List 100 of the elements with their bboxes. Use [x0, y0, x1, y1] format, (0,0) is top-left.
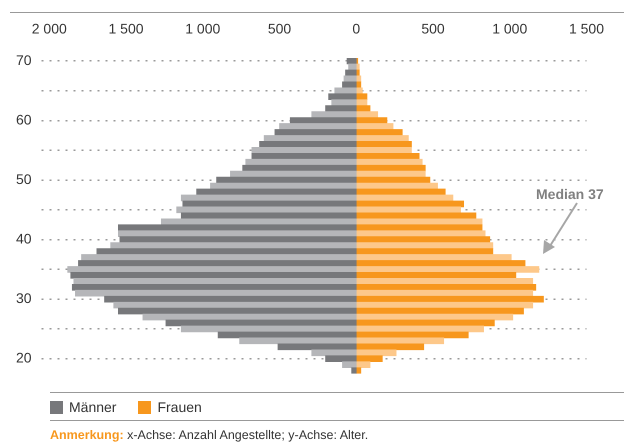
bar: [274, 129, 357, 136]
bar: [356, 158, 423, 166]
x-tick-label: 1 000: [492, 20, 528, 36]
x-tick-label: 1 000: [185, 20, 220, 36]
bar: [78, 260, 357, 267]
bar: [356, 326, 484, 332]
bar: [344, 76, 357, 82]
y-tick-label: 60: [16, 111, 32, 128]
bar: [356, 135, 409, 142]
bar: [279, 123, 357, 130]
bar: [245, 158, 357, 166]
bar: [118, 224, 357, 232]
bar: [356, 224, 482, 232]
legend-label: Männer: [68, 399, 116, 415]
bar: [356, 314, 514, 320]
bar: [96, 248, 357, 255]
bar: [356, 296, 544, 302]
bar: [342, 361, 357, 368]
bar: [356, 146, 412, 154]
bar: [311, 349, 357, 356]
bar: [356, 206, 461, 214]
bar: [351, 367, 357, 374]
legend-label: Frauen: [156, 399, 202, 415]
bar: [356, 218, 482, 226]
bar: [73, 278, 357, 285]
y-tick-label: 30: [16, 290, 32, 306]
bar: [252, 152, 357, 160]
bar: [118, 230, 357, 237]
bar: [75, 290, 357, 297]
bar: [180, 194, 357, 202]
bar: [160, 218, 357, 226]
x-tick-label: 500: [268, 20, 292, 36]
bar: [356, 141, 412, 148]
bar: [230, 170, 357, 178]
bar: [334, 87, 357, 94]
bar: [356, 290, 534, 297]
bar: [331, 99, 357, 106]
bar: [72, 284, 357, 291]
bar: [81, 254, 357, 261]
bar: [345, 70, 357, 76]
bar: [356, 361, 370, 368]
bar: [356, 152, 420, 160]
bar: [180, 326, 357, 332]
x-tick-label: 500: [421, 20, 445, 36]
bar: [356, 194, 454, 202]
bar: [242, 164, 357, 172]
bar: [196, 188, 357, 196]
bar: [142, 314, 357, 320]
bar: [210, 182, 357, 190]
y-tick-label: 20: [16, 350, 32, 366]
x-tick-label: 1 500: [568, 20, 604, 36]
bar: [113, 302, 357, 308]
bar: [325, 355, 357, 362]
annotation: Median 37: [536, 186, 604, 202]
bar: [356, 355, 383, 362]
bar: [356, 343, 424, 350]
bar: [356, 338, 444, 344]
bar: [104, 296, 357, 302]
bar: [182, 200, 357, 208]
bar: [356, 272, 516, 279]
x-tick-label: 1 500: [108, 20, 144, 36]
bar: [348, 64, 357, 70]
bar: [356, 188, 446, 196]
bar: [356, 236, 490, 243]
bar: [356, 164, 426, 172]
bar: [70, 272, 357, 279]
bar: [67, 266, 357, 273]
bar: [356, 200, 464, 208]
bar: [252, 146, 357, 154]
bar: [342, 81, 357, 88]
bar: [218, 332, 357, 338]
y-tick-label: 40: [16, 230, 32, 246]
x-tick-label: 2 000: [32, 20, 67, 36]
bar: [346, 58, 357, 64]
bar: [356, 170, 426, 178]
bar: [356, 320, 495, 326]
bar: [356, 260, 526, 267]
bar: [356, 254, 512, 261]
bar: [166, 320, 357, 326]
y-tick-label: 70: [16, 52, 32, 68]
bar: [356, 266, 540, 273]
bar: [356, 230, 486, 237]
x-tick-label: 0: [352, 20, 360, 36]
bar: [356, 212, 476, 220]
bar: [356, 332, 469, 338]
bar: [356, 248, 494, 255]
bar: [290, 117, 357, 124]
bar: [356, 182, 438, 190]
bar: [356, 302, 534, 308]
y-tick-label: 50: [16, 170, 32, 187]
bar: [356, 278, 534, 285]
bar: [239, 338, 357, 344]
bar: [176, 206, 357, 214]
bar: [328, 93, 357, 100]
bar: [356, 349, 396, 356]
bar: [264, 135, 357, 142]
bar: [356, 284, 536, 291]
bar: [259, 141, 357, 148]
text: Anmerkung: x-Achse: Anzahl Angestellte; y-Achse: Alter.: [50, 428, 368, 442]
bar: [356, 117, 388, 124]
